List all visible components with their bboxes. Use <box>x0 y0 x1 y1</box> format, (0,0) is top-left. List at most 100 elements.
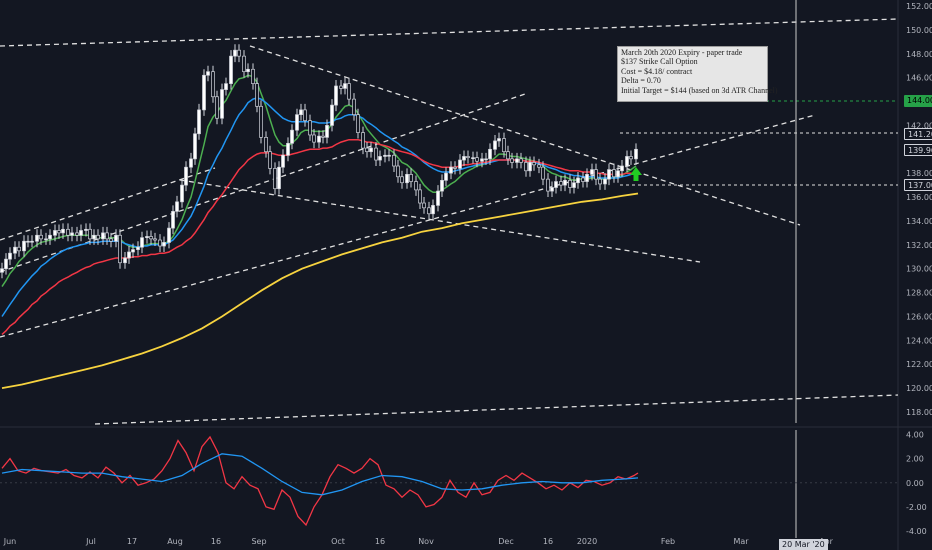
candle-body <box>44 238 48 241</box>
candle-body <box>127 251 131 259</box>
candle-body <box>502 138 506 153</box>
candle-body <box>594 169 598 180</box>
y-tick-label: 126.00 <box>906 312 932 321</box>
candle-body <box>493 140 497 150</box>
candle-body <box>251 68 255 84</box>
candle-body <box>537 164 541 168</box>
candle-body <box>281 154 285 168</box>
candle-body <box>237 49 241 57</box>
axes: 152.00150.00148.00146.00144.00142.00140.… <box>3 2 932 546</box>
candle-body <box>211 71 215 98</box>
candle-body <box>396 165 400 178</box>
note-line-3: $137 Strike Call Option <box>621 57 698 67</box>
candle-body <box>409 174 413 182</box>
candle-body <box>620 165 624 172</box>
indicator-lines <box>1 74 639 389</box>
up-arrow-icon <box>630 167 642 181</box>
candle-body <box>515 158 519 163</box>
candles <box>0 44 638 279</box>
candle-body <box>105 232 109 240</box>
candle-body <box>118 234 122 264</box>
candle-body <box>295 114 299 131</box>
candle-body <box>405 174 409 184</box>
candle-body <box>334 85 338 106</box>
candle-body <box>374 147 378 161</box>
candle-body <box>53 230 57 236</box>
candle-body <box>572 182 576 188</box>
candle-body <box>153 238 157 241</box>
candle-body <box>330 104 334 126</box>
y-tick-label: 148.00 <box>906 50 932 59</box>
x-tick-label: Feb <box>661 537 675 546</box>
candle-body <box>488 148 492 160</box>
candle-body <box>625 156 629 167</box>
indicator-ema_fast <box>1 74 637 288</box>
y-tick-label: 124.00 <box>906 336 932 345</box>
x-tick-label: Oct <box>331 537 345 546</box>
candle-body <box>131 249 135 253</box>
note-line-1: March 20th 2020 Expiry - paper trade <box>621 48 743 57</box>
candle-body <box>598 178 602 185</box>
candle-body <box>634 148 638 160</box>
candle-body <box>422 202 426 209</box>
trendlines <box>0 0 899 538</box>
candle-body <box>356 114 360 133</box>
candle-body <box>268 151 272 169</box>
level-price-tag: 141.20 <box>904 128 932 140</box>
candle-body <box>418 189 422 204</box>
candle-body <box>140 237 144 248</box>
candle-body <box>576 177 580 184</box>
candle-body <box>259 105 263 138</box>
candle-body <box>114 234 118 242</box>
candle-body <box>26 240 30 243</box>
candle-body <box>4 258 8 270</box>
candle-body <box>123 257 127 264</box>
candle-body <box>510 158 514 163</box>
candle-body <box>242 55 246 73</box>
last-price-tag: 139.96 <box>904 144 932 156</box>
y-tick-label: 150.00 <box>906 26 932 35</box>
candle-body <box>273 168 277 190</box>
candle-body <box>255 83 259 107</box>
candle-body <box>365 147 369 153</box>
x-tick-label: Jun <box>3 537 17 546</box>
trendline <box>0 18 899 47</box>
candle-body <box>392 154 396 167</box>
candle-body <box>193 133 197 160</box>
y-tick-label: 132.00 <box>906 241 932 250</box>
candle-body <box>541 166 545 180</box>
candle-body <box>444 172 448 181</box>
candle-body <box>431 205 435 215</box>
candle-body <box>581 177 585 182</box>
y-tick-label: 152.00 <box>906 2 932 11</box>
candle-body <box>506 151 510 160</box>
x-tick-label: 17 <box>127 537 137 546</box>
candle-body <box>101 232 105 240</box>
candle-body <box>462 156 466 161</box>
candle-body <box>145 236 149 239</box>
candle-body <box>246 68 250 73</box>
candle-body <box>427 207 431 215</box>
candle-body <box>317 135 321 143</box>
osc-y-tick-label: 2.00 <box>906 455 924 464</box>
candle-body <box>220 89 224 119</box>
candle-body <box>17 246 21 252</box>
candle-body <box>175 201 179 212</box>
candle-body <box>436 190 440 206</box>
candle-body <box>603 178 607 185</box>
trendline <box>249 45 801 226</box>
candle-body <box>550 187 554 192</box>
y-tick-label: 128.00 <box>906 289 932 298</box>
candle-body <box>13 246 17 254</box>
candle-body <box>215 96 219 119</box>
candle-body <box>629 156 633 160</box>
y-tick-label: 130.00 <box>906 265 932 274</box>
candle-body <box>480 158 484 162</box>
x-tick-label: Nov <box>418 537 434 546</box>
candle-body <box>197 109 201 135</box>
candle-body <box>568 179 572 188</box>
candle-body <box>361 132 365 149</box>
candle-body <box>471 157 475 160</box>
candle-body <box>559 181 563 186</box>
